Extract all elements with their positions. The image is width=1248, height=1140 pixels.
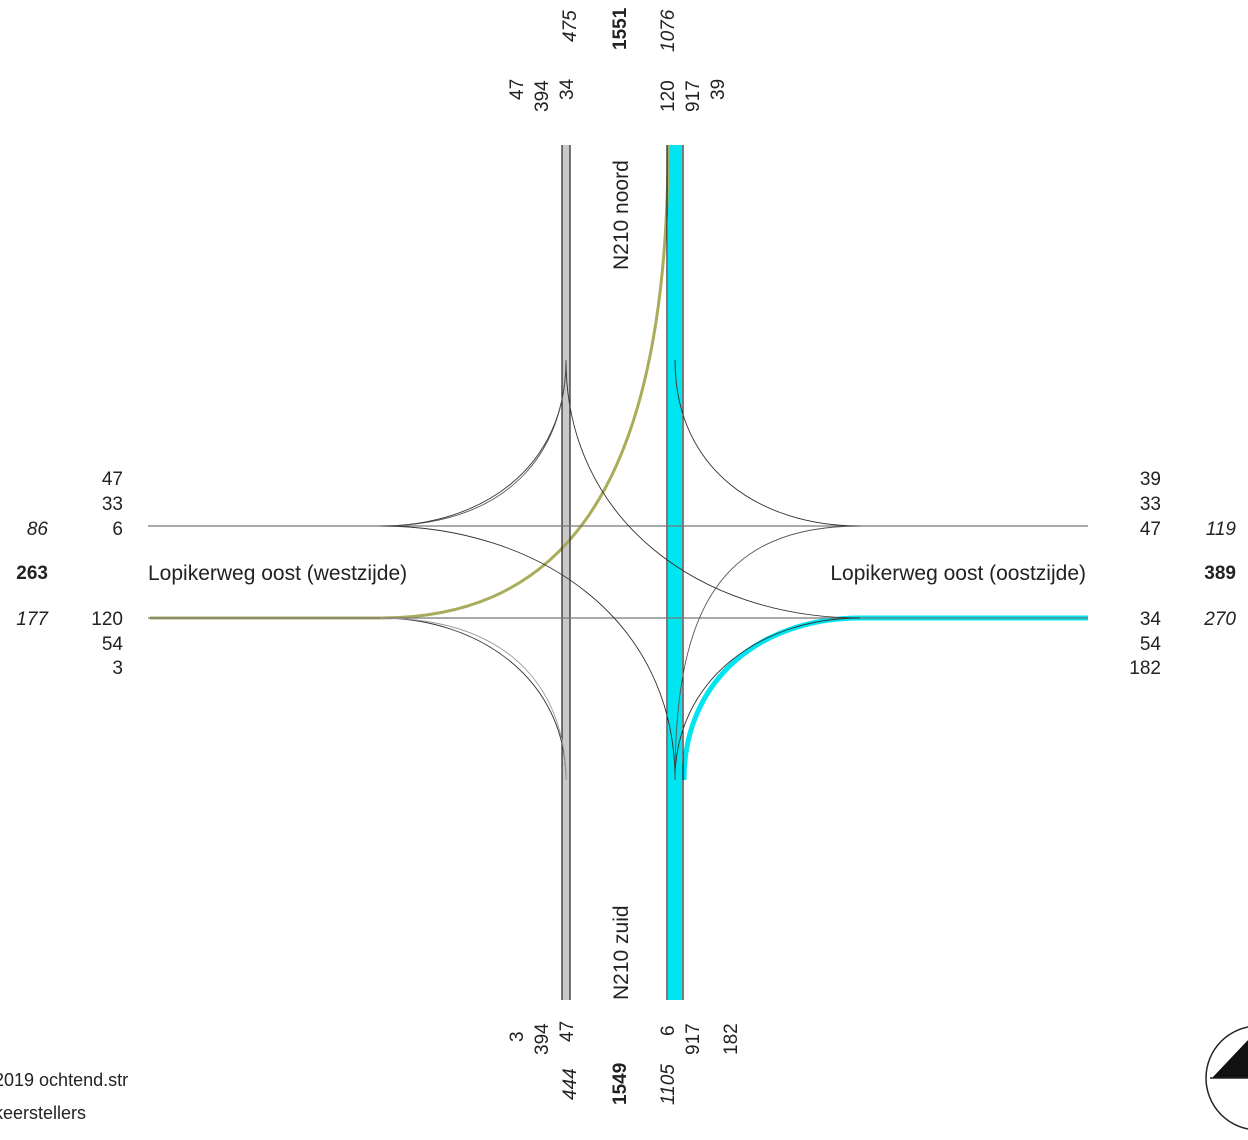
south-road-label: N210 zuid <box>610 905 633 1000</box>
west-lower-2: 54 <box>102 634 124 655</box>
east-upper-2: 33 <box>1140 494 1161 515</box>
west-labels: 47 33 6 86 263 177 120 54 3 Lopikerweg o… <box>16 469 407 679</box>
north-turn-1: 47 <box>507 79 528 100</box>
south-sum: 1549 <box>610 1063 631 1105</box>
east-lower-3: 182 <box>1129 658 1161 679</box>
west-road-label: Lopikerweg oost (westzijde) <box>148 562 407 585</box>
west-upper-total: 86 <box>27 519 49 540</box>
east-lower-2: 54 <box>1140 634 1162 655</box>
east-lower-total: 270 <box>1203 609 1236 630</box>
footer-source: keerstellers <box>0 1103 87 1123</box>
road-lines <box>148 145 1088 1000</box>
north-turn-6: 39 <box>708 79 729 100</box>
south-labels: 3 394 47 6 917 182 444 1549 1105 N210 zu… <box>507 905 742 1105</box>
west-upper-1: 47 <box>102 469 123 490</box>
west-lower-1: 120 <box>91 609 123 630</box>
east-upper-1: 39 <box>1140 469 1161 490</box>
route-olive <box>150 144 670 620</box>
west-lower-total: 177 <box>16 609 49 630</box>
south-turn-3: 47 <box>557 1021 578 1042</box>
east-sum: 389 <box>1204 563 1236 584</box>
north-in-total: 475 <box>560 10 581 42</box>
west-upper-3: 6 <box>112 519 123 540</box>
south-turn-4: 6 <box>658 1025 679 1036</box>
west-sum: 263 <box>16 563 48 584</box>
east-upper-total: 119 <box>1206 519 1237 540</box>
turning-curves <box>379 359 861 781</box>
footer-file-name: 2019 ochtend.str <box>0 1070 129 1090</box>
south-turn-6: 182 <box>721 1023 742 1055</box>
south-in-total: 444 <box>560 1068 581 1100</box>
south-turn-1: 3 <box>507 1031 528 1042</box>
north-turn-2: 394 <box>532 80 553 112</box>
south-turn-2: 394 <box>532 1023 553 1055</box>
logo-icon <box>1205 1026 1248 1130</box>
west-upper-2: 33 <box>102 494 123 515</box>
north-sum: 1551 <box>610 7 631 50</box>
east-upper-3: 47 <box>1140 519 1161 540</box>
north-out-total: 1076 <box>658 9 679 52</box>
east-lower-1: 34 <box>1140 609 1162 630</box>
north-road-label: N210 noord <box>610 160 633 270</box>
east-labels: 39 33 47 119 389 270 34 54 182 Lopikerwe… <box>830 469 1236 679</box>
west-lower-3: 3 <box>112 658 123 679</box>
north-turn-5: 917 <box>683 80 704 112</box>
south-turn-5: 917 <box>683 1023 704 1055</box>
north-turn-3: 34 <box>557 78 578 100</box>
north-labels: 47 394 34 120 917 39 475 1551 1076 N210 … <box>507 7 729 270</box>
east-road-label: Lopikerweg oost (oostzijde) <box>830 562 1086 585</box>
south-out-total: 1105 <box>658 1064 679 1105</box>
north-turn-4: 120 <box>658 80 679 112</box>
